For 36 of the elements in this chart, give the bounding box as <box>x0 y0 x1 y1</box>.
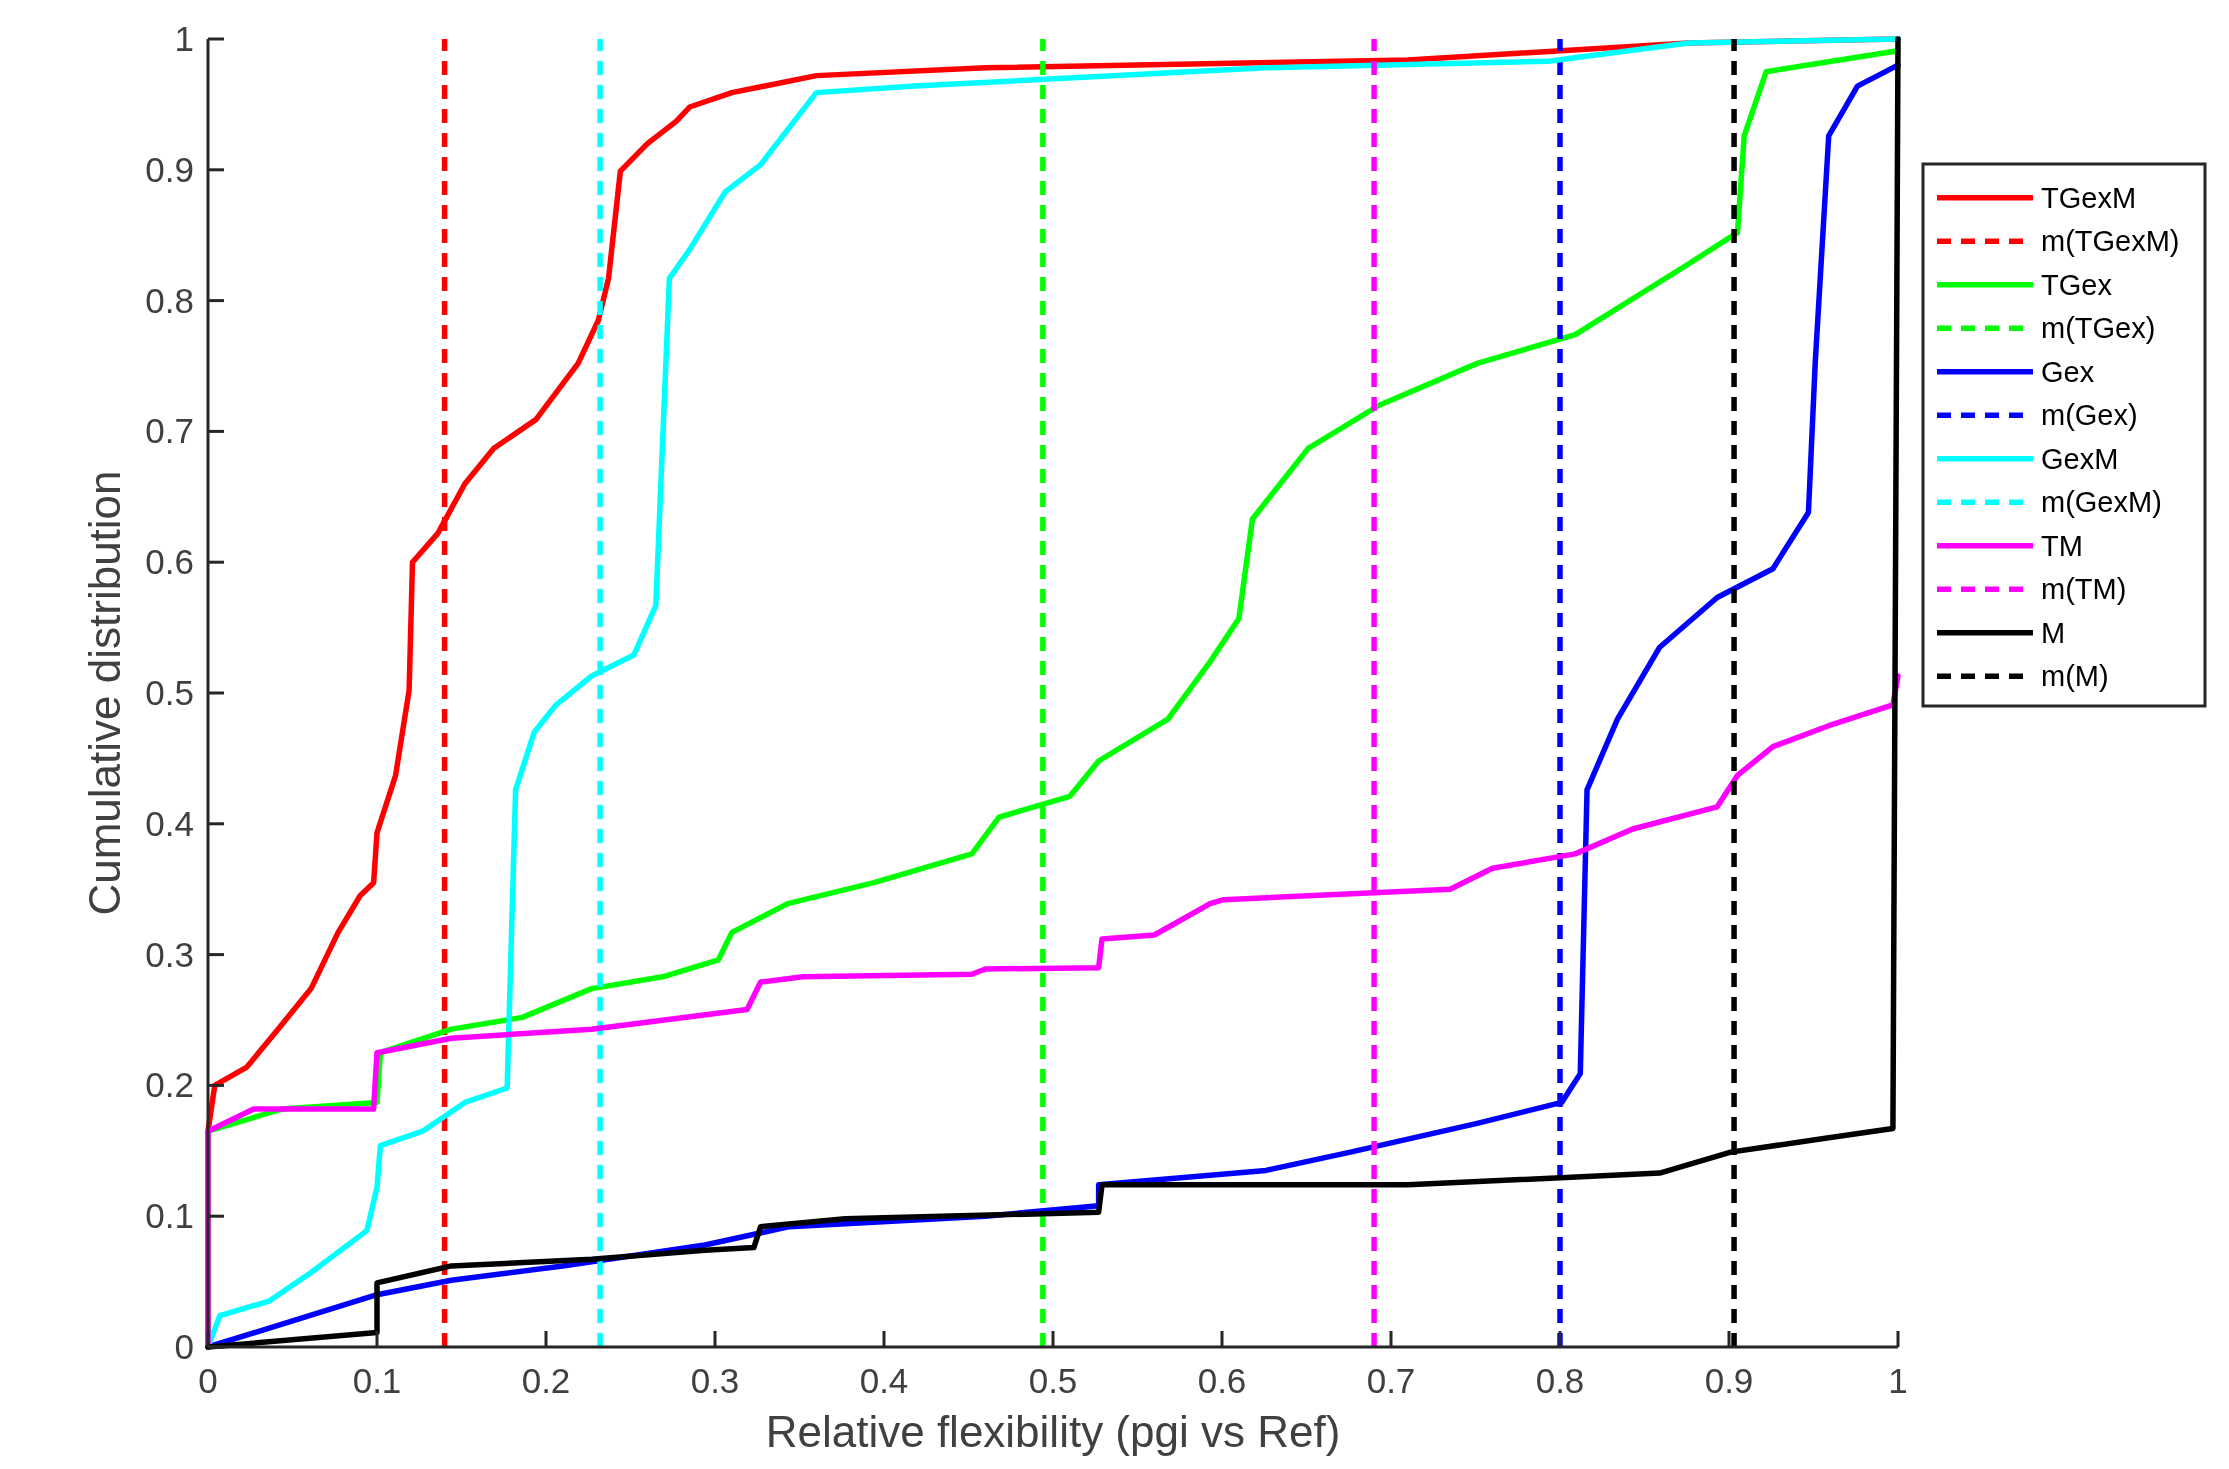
y-tick-label: 0.3 <box>145 934 194 974</box>
x-tick-label: 0.4 <box>859 1361 909 1400</box>
y-tick-label: 0.7 <box>145 411 194 451</box>
legend-label: Gex <box>2041 355 2095 388</box>
y-tick-label: 0.9 <box>145 149 194 189</box>
legend-label: m(TGexM) <box>2041 225 2180 258</box>
y-tick-label: 0.1 <box>145 1196 194 1236</box>
legend-label: m(TGex) <box>2041 312 2156 345</box>
x-tick-label: 0.7 <box>1366 1361 1416 1400</box>
x-tick-label: 0 <box>198 1361 218 1400</box>
x-tick-label: 0.5 <box>1028 1361 1078 1400</box>
legend-label: m(TM) <box>2041 573 2127 606</box>
x-tick-label: 0.1 <box>352 1361 402 1400</box>
legend-label: m(GexM) <box>2041 486 2162 519</box>
x-tick-label: 0.8 <box>1535 1361 1585 1400</box>
legend-label: GexM <box>2041 442 2119 475</box>
y-tick-label: 1 <box>174 19 194 58</box>
legend-label: TGex <box>2041 268 2113 301</box>
y-tick-label: 0.6 <box>145 542 194 582</box>
legend-label: m(Gex) <box>2041 399 2138 432</box>
legend-label: M <box>2041 616 2066 649</box>
x-tick-label: 0.2 <box>521 1361 571 1400</box>
y-tick-label: 0.4 <box>145 803 194 843</box>
y-tick-label: 0.2 <box>145 1065 194 1105</box>
x-tick-label: 0.3 <box>690 1361 740 1400</box>
y-tick-label: 0.8 <box>145 280 194 320</box>
x-axis-title: Relative flexibility (pgi vs Ref) <box>765 1407 1341 1456</box>
y-tick-label: 0 <box>174 1327 194 1366</box>
legend-label: TM <box>2041 529 2083 562</box>
y-tick-label: 0.5 <box>145 673 194 712</box>
x-tick-label: 0.9 <box>1704 1361 1754 1400</box>
x-tick-label: 0.6 <box>1197 1361 1247 1400</box>
y-axis-title: Cumulative distribution <box>80 470 129 916</box>
legend-label: TGexM <box>2041 181 2137 214</box>
legend-label: m(M) <box>2041 660 2109 693</box>
x-tick-label: 1 <box>1888 1361 1908 1400</box>
